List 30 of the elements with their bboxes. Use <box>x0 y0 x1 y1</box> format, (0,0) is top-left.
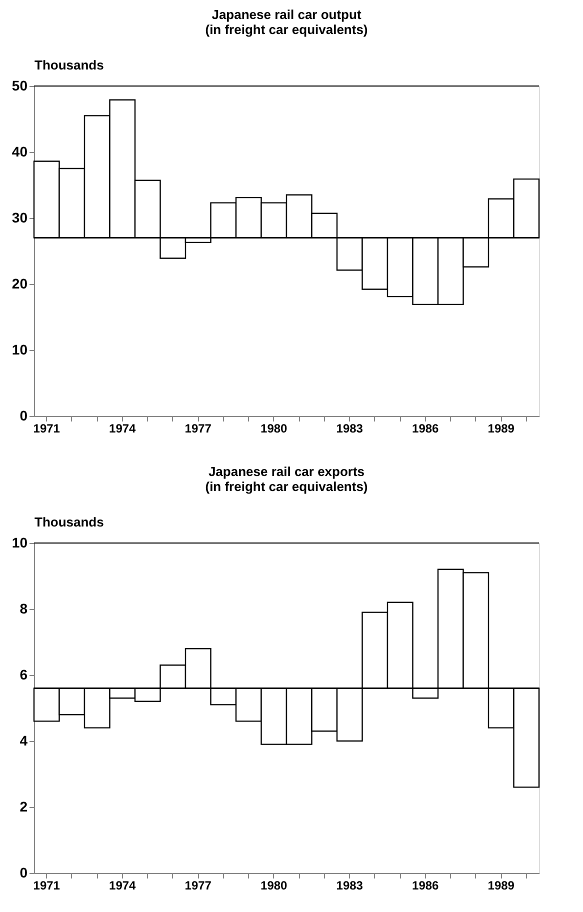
y-axis-title: Thousands <box>34 58 104 72</box>
x-tick-label: 1977 <box>184 422 212 436</box>
y-tick-label: 4 <box>20 732 28 748</box>
x-tick-label: 1974 <box>109 422 136 436</box>
x-tick-label: 1983 <box>336 422 364 436</box>
x-tick-label: 1989 <box>488 878 515 892</box>
y-tick-label: 10 <box>12 534 28 550</box>
y-axis-title: Thousands <box>34 514 104 530</box>
y-tick-label: 50 <box>12 78 28 94</box>
x-tick-label: 1989 <box>488 422 515 436</box>
y-tick-label: 0 <box>20 408 28 424</box>
y-tick-label: 2 <box>20 798 28 814</box>
x-tick-label: 1971 <box>33 878 60 892</box>
x-tick-label: 1986 <box>412 422 440 436</box>
x-tick-label: 1974 <box>109 878 136 892</box>
chart-title: Japanese rail car output (in freight car equivalents) <box>205 7 368 37</box>
x-tick-label: 1980 <box>260 422 288 436</box>
y-tick-label: 8 <box>20 600 28 616</box>
y-tick-label: 10 <box>12 342 28 358</box>
x-tick-label: 1983 <box>336 878 364 892</box>
chart-title: Japanese rail car exports (in freight car equivalents) <box>205 464 368 494</box>
y-tick-label: 6 <box>20 666 28 682</box>
x-tick-label: 1971 <box>33 422 60 436</box>
y-tick-label: 40 <box>12 144 28 160</box>
x-tick-label: 1986 <box>412 878 440 892</box>
y-tick-label: 20 <box>12 276 28 292</box>
y-tick-label: 0 <box>20 864 28 880</box>
x-tick-label: 1980 <box>260 878 288 892</box>
y-tick-label: 30 <box>12 210 28 226</box>
x-tick-label: 1977 <box>184 878 212 892</box>
